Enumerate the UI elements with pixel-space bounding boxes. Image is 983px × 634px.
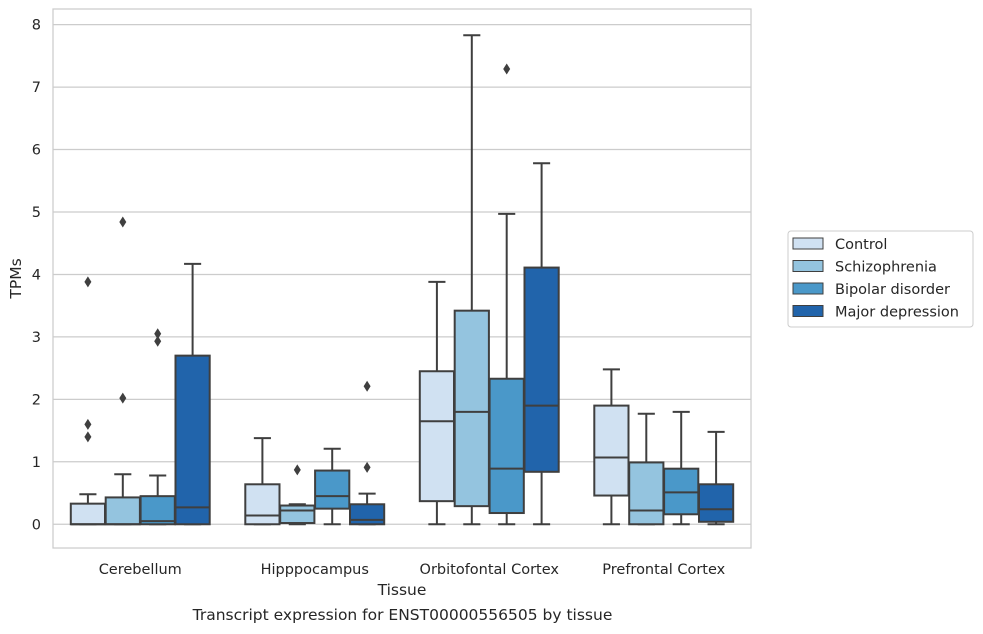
legend-label: Control xyxy=(835,237,887,253)
box-bipolar-disorder xyxy=(663,410,700,526)
y-axis-label: TPMs xyxy=(7,258,25,299)
x-tick-label: Prefrontal Cortex xyxy=(602,562,725,578)
box-bipolar-disorder xyxy=(139,328,176,526)
legend-label: Bipolar disorder xyxy=(835,282,950,298)
box-control xyxy=(244,437,281,526)
box-major-depression xyxy=(174,262,211,526)
legend-item-major-depression: Major depression xyxy=(792,305,959,321)
outlier-point xyxy=(363,461,371,473)
box-layer xyxy=(69,34,735,526)
outlier-point xyxy=(293,464,301,476)
x-tick-labels: Cerebellum Hipppocampus Orbitofontal Corte… xyxy=(99,562,726,578)
outlier-point xyxy=(119,392,127,404)
box-schizophrenia xyxy=(279,464,316,526)
box-iqr xyxy=(697,483,735,523)
x-axis-label: Tissue xyxy=(377,581,427,599)
outlier-point xyxy=(363,380,371,392)
legend-frame xyxy=(787,230,974,328)
box-bipolar-disorder xyxy=(314,447,351,526)
outlier-point xyxy=(154,335,162,347)
y-tick-label: 4 xyxy=(32,267,41,283)
box-iqr xyxy=(104,496,141,526)
box-iqr xyxy=(314,469,351,510)
box-iqr xyxy=(593,404,630,497)
y-tick-label: 1 xyxy=(32,455,41,471)
box-iqr xyxy=(418,370,456,503)
box-schizophrenia xyxy=(104,216,141,526)
box-control xyxy=(69,276,107,526)
y-tick-label: 6 xyxy=(32,143,41,159)
outlier-point xyxy=(503,63,511,75)
box-iqr xyxy=(174,354,211,526)
legend-swatch xyxy=(792,282,824,295)
box-iqr xyxy=(69,502,107,526)
box-iqr xyxy=(348,503,386,526)
outlier-point xyxy=(154,328,162,340)
y-tick-label: 5 xyxy=(32,205,41,221)
legend-label: Major depression xyxy=(835,305,959,321)
y-tick-label: 8 xyxy=(32,18,41,34)
legend-item-bipolar-disorder: Bipolar disorder xyxy=(792,282,950,298)
chart-caption: Transcript expression for ENST0000055650… xyxy=(192,606,613,624)
y-tick-labels: 0 1 2 3 4 5 6 7 8 xyxy=(32,18,41,534)
box-iqr xyxy=(523,266,560,473)
outlier-point xyxy=(84,418,92,430)
y-tick-label: 3 xyxy=(32,330,41,346)
box-iqr xyxy=(453,309,490,508)
box-major-depression xyxy=(348,380,386,526)
y-tick-label: 7 xyxy=(32,80,41,96)
box-major-depression xyxy=(523,162,560,526)
outlier-point xyxy=(119,216,127,228)
x-tick-label: Hipppocampus xyxy=(261,562,369,578)
box-iqr xyxy=(279,504,316,525)
legend-swatch xyxy=(792,237,824,250)
box-iqr xyxy=(488,377,525,515)
y-tick-label: 0 xyxy=(32,517,41,533)
box-schizophrenia xyxy=(628,412,665,526)
box-schizophrenia xyxy=(453,34,490,526)
box-control xyxy=(593,368,630,526)
box-iqr xyxy=(139,495,176,526)
outlier-point xyxy=(84,276,92,288)
x-tick-label: Orbitofontal Cortex xyxy=(420,562,560,578)
y-tick-label: 2 xyxy=(32,392,41,408)
gridlines xyxy=(53,23,751,525)
box-major-depression xyxy=(697,430,735,526)
plot-frame xyxy=(52,8,752,549)
legend-swatch xyxy=(792,305,824,317)
x-tick-label: Cerebellum xyxy=(99,562,182,578)
box-iqr xyxy=(244,483,281,526)
legend-swatch xyxy=(792,260,824,272)
legend-item-schizophrenia: Schizophrenia xyxy=(792,260,937,276)
box-iqr xyxy=(628,461,665,526)
box-control xyxy=(418,280,456,526)
outlier-point xyxy=(84,431,92,443)
legend: Control Schizophrenia Bipolar disorder Majo… xyxy=(787,230,974,328)
legend-item-control: Control xyxy=(792,237,887,253)
box-bipolar-disorder xyxy=(488,63,525,526)
legend-label: Schizophrenia xyxy=(835,260,937,276)
